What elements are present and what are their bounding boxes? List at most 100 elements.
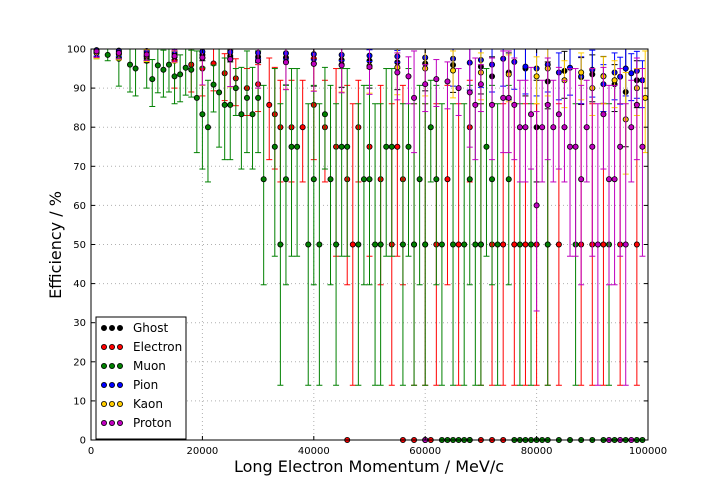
data-point xyxy=(522,63,529,70)
data-point xyxy=(483,143,490,150)
data-point xyxy=(104,51,111,58)
data-point xyxy=(154,62,161,69)
data-point xyxy=(633,101,640,108)
y-tick-label: 50 xyxy=(73,240,86,251)
data-point xyxy=(260,176,267,183)
data-point xyxy=(550,124,557,131)
data-point xyxy=(422,241,429,248)
data-point xyxy=(433,176,440,183)
data-point xyxy=(642,94,649,101)
data-point xyxy=(232,85,239,92)
legend-marker xyxy=(117,381,124,388)
data-point xyxy=(628,124,635,131)
legend-marker xyxy=(109,419,116,426)
data-point xyxy=(572,143,579,150)
legend-marker xyxy=(109,324,116,331)
legend-marker xyxy=(117,343,124,350)
data-point xyxy=(271,143,278,150)
data-point xyxy=(243,94,250,101)
data-point xyxy=(149,76,156,83)
data-point xyxy=(165,61,172,68)
data-point xyxy=(143,51,150,58)
data-point xyxy=(639,143,646,150)
data-point xyxy=(444,78,451,85)
data-point xyxy=(199,111,206,118)
data-point xyxy=(500,241,507,248)
legend-label: Muon xyxy=(133,359,166,373)
data-point xyxy=(561,124,568,131)
data-point xyxy=(171,73,178,80)
data-point xyxy=(416,176,423,183)
data-point xyxy=(372,241,379,248)
axes: 0 20000 40000 60000 80000 100000 0 10 20 30 40 50 60… xyxy=(67,45,667,458)
y-tick-label: 0 xyxy=(80,436,86,447)
data-point xyxy=(422,81,429,88)
data-point xyxy=(411,241,418,248)
data-point xyxy=(238,111,245,118)
data-point xyxy=(182,64,189,71)
data-point xyxy=(126,61,133,68)
data-point xyxy=(589,143,596,150)
data-point xyxy=(388,143,395,150)
data-point xyxy=(360,176,367,183)
data-point xyxy=(210,81,217,88)
data-point xyxy=(528,241,535,248)
legend-box xyxy=(95,316,187,440)
y-tick-label: 80 xyxy=(73,123,86,134)
legend-marker xyxy=(101,362,108,369)
data-point xyxy=(533,202,540,209)
data-point xyxy=(539,124,546,131)
data-point xyxy=(204,124,211,131)
data-point xyxy=(227,56,234,63)
data-point xyxy=(489,101,496,108)
y-tick-label: 90 xyxy=(73,84,86,95)
data-point xyxy=(405,143,412,150)
legend-entry-kaon: Kaon xyxy=(101,397,163,411)
x-tick-label: 20000 xyxy=(186,446,218,457)
data-point xyxy=(321,111,328,118)
legend-label: Electron xyxy=(133,340,182,354)
data-point xyxy=(394,69,401,76)
data-point xyxy=(255,57,262,64)
data-point xyxy=(594,241,601,248)
data-point xyxy=(305,241,312,248)
data-point xyxy=(249,111,256,118)
data-point xyxy=(132,65,139,72)
data-point xyxy=(383,143,390,150)
data-point xyxy=(455,241,462,248)
data-point xyxy=(583,124,590,131)
data-point xyxy=(433,76,440,83)
data-point xyxy=(633,241,640,248)
y-tick-label: 30 xyxy=(73,318,86,329)
data-point xyxy=(115,49,122,56)
data-point xyxy=(333,241,340,248)
data-point xyxy=(366,176,373,183)
series-proton xyxy=(93,48,646,443)
data-point xyxy=(377,241,384,248)
data-point xyxy=(477,241,484,248)
data-point xyxy=(528,111,535,118)
data-point xyxy=(505,176,512,183)
data-point xyxy=(316,241,323,248)
data-point xyxy=(405,73,412,80)
data-point xyxy=(533,73,540,80)
legend-entry-electron: Electron xyxy=(101,340,182,354)
data-point xyxy=(366,63,373,70)
data-point xyxy=(567,143,574,150)
legend-marker xyxy=(109,381,116,388)
data-point xyxy=(216,89,223,96)
data-point xyxy=(294,143,301,150)
y-tick-label: 60 xyxy=(73,201,86,212)
legend-entry-ghost: Ghost xyxy=(101,321,168,335)
data-point xyxy=(505,94,512,101)
legend-marker xyxy=(117,362,124,369)
data-point xyxy=(199,54,206,61)
legend-label: Proton xyxy=(133,416,172,430)
data-point xyxy=(611,176,618,183)
data-point xyxy=(355,241,362,248)
data-point xyxy=(578,69,585,76)
data-point xyxy=(600,111,607,118)
data-point xyxy=(544,241,551,248)
x-tick-label: 80000 xyxy=(521,446,553,457)
